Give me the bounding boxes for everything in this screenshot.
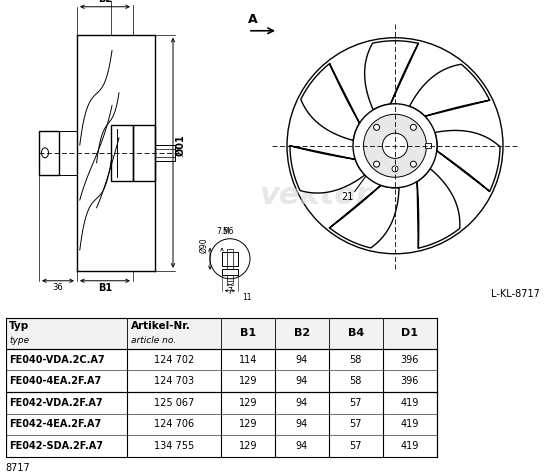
Bar — [227, 275, 233, 281]
Text: 419: 419 — [400, 398, 419, 408]
Bar — [133, 125, 155, 181]
Text: 7: 7 — [228, 287, 233, 296]
Polygon shape — [290, 146, 365, 193]
Text: 36: 36 — [53, 283, 63, 292]
Text: D1: D1 — [402, 328, 418, 338]
Text: M6: M6 — [222, 227, 234, 236]
Text: 125 067: 125 067 — [154, 398, 194, 408]
Text: vektor: vektor — [259, 181, 371, 210]
Text: 57: 57 — [350, 441, 362, 451]
Text: 396: 396 — [400, 376, 419, 386]
Text: 124 703: 124 703 — [154, 376, 194, 386]
Text: 419: 419 — [400, 441, 419, 451]
Text: B2: B2 — [98, 0, 112, 4]
Text: 129: 129 — [239, 420, 257, 430]
Text: L-KL-8717: L-KL-8717 — [491, 289, 540, 299]
Polygon shape — [301, 64, 360, 140]
Polygon shape — [410, 64, 490, 116]
Polygon shape — [417, 169, 460, 248]
Text: 124 702: 124 702 — [154, 354, 194, 364]
Text: 21: 21 — [341, 192, 353, 202]
Polygon shape — [435, 130, 500, 191]
Text: B2: B2 — [294, 328, 310, 338]
Text: 419: 419 — [400, 420, 419, 430]
Text: 11: 11 — [242, 293, 251, 302]
Text: 58: 58 — [350, 376, 362, 386]
Circle shape — [382, 133, 408, 159]
Bar — [222, 252, 238, 266]
Text: 114: 114 — [239, 354, 257, 364]
Text: FE040-4EA.2F.A7: FE040-4EA.2F.A7 — [9, 376, 102, 386]
Circle shape — [353, 104, 437, 188]
Text: A: A — [248, 13, 257, 26]
Text: 57: 57 — [350, 398, 362, 408]
Text: 124 706: 124 706 — [154, 420, 194, 430]
Text: Ø01: Ø01 — [176, 134, 186, 156]
Text: FE042-SDA.2F.A7: FE042-SDA.2F.A7 — [9, 441, 103, 451]
Text: 94: 94 — [296, 420, 308, 430]
Bar — [6, 318, 437, 349]
Bar — [39, 131, 59, 175]
Text: 134 755: 134 755 — [154, 441, 194, 451]
Text: 94: 94 — [296, 354, 308, 364]
Bar — [222, 269, 238, 275]
Text: 94: 94 — [296, 441, 308, 451]
Text: 94: 94 — [296, 398, 308, 408]
Bar — [155, 145, 175, 161]
Circle shape — [373, 161, 380, 167]
Text: FE042-VDA.2F.A7: FE042-VDA.2F.A7 — [9, 398, 103, 408]
Text: FE040-VDA.2C.A7: FE040-VDA.2C.A7 — [9, 354, 105, 364]
Text: article no.: article no. — [130, 336, 176, 345]
Text: 8717: 8717 — [6, 464, 30, 472]
Polygon shape — [329, 185, 399, 248]
Text: 94: 94 — [296, 376, 308, 386]
Text: B1: B1 — [98, 283, 112, 293]
Bar — [425, 143, 431, 148]
Circle shape — [373, 124, 380, 130]
Text: 57: 57 — [350, 420, 362, 430]
Text: 7.5: 7.5 — [216, 227, 228, 236]
Text: 396: 396 — [400, 354, 419, 364]
Text: 129: 129 — [239, 398, 257, 408]
Circle shape — [364, 114, 426, 177]
Bar — [111, 125, 133, 181]
Text: Artikel-Nr.: Artikel-Nr. — [130, 321, 190, 331]
Circle shape — [410, 124, 416, 130]
Bar — [227, 249, 233, 269]
Text: Ø90: Ø90 — [199, 237, 208, 253]
Circle shape — [392, 166, 398, 172]
Text: FE042-4EA.2F.A7: FE042-4EA.2F.A7 — [9, 420, 102, 430]
Text: 129: 129 — [239, 441, 257, 451]
Text: B1: B1 — [240, 328, 256, 338]
Text: type: type — [9, 336, 29, 345]
Text: 129: 129 — [239, 376, 257, 386]
Text: 58: 58 — [350, 354, 362, 364]
Polygon shape — [365, 41, 419, 110]
Text: Typ: Typ — [9, 321, 30, 331]
Text: B4: B4 — [348, 328, 364, 338]
Circle shape — [410, 161, 416, 167]
